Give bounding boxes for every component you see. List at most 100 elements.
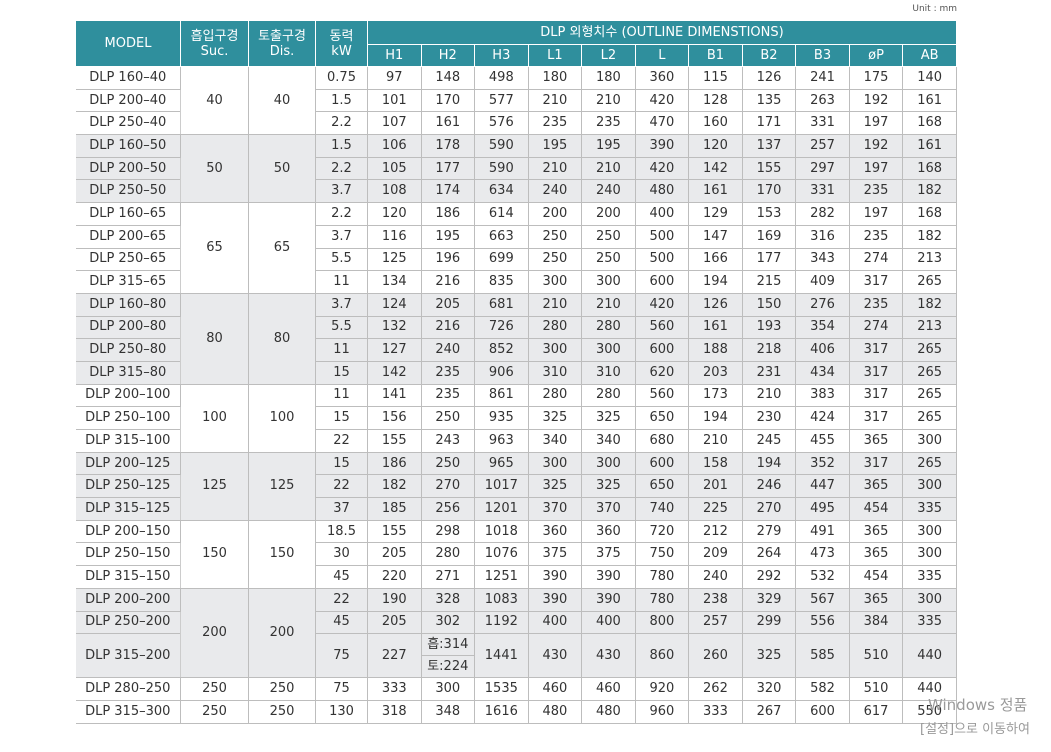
dim-cell: 835 — [474, 270, 529, 294]
dim-cell: 235 — [581, 111, 636, 136]
dim-cell: 352 — [795, 451, 850, 476]
dim-cell: 265 — [902, 270, 957, 294]
dim-cell: 142 — [688, 156, 743, 181]
dim-cell: 1192 — [474, 610, 529, 635]
power-cell: 5.5 — [315, 315, 368, 340]
dim-cell: 216 — [420, 315, 476, 340]
dim-cell: 480 — [634, 179, 690, 204]
dim-cell: 135 — [741, 88, 797, 113]
dim-cell: 225 — [688, 497, 743, 521]
dim-cell: 430 — [581, 633, 636, 679]
dim-cell: 200 — [527, 202, 583, 226]
dim-cell: 161 — [902, 134, 957, 158]
dim-cell: 963 — [474, 429, 529, 453]
dim-cell: 550 — [902, 699, 957, 724]
dim-cell: 197 — [848, 202, 904, 226]
dim-cell: 440 — [902, 633, 957, 679]
power-cell: 45 — [315, 610, 368, 635]
dim-cell: 300 — [902, 519, 957, 544]
header-cell: øP — [848, 44, 904, 67]
header-cell: B2 — [741, 44, 797, 67]
dim-cell: 177 — [741, 247, 797, 272]
dim-cell: 203 — [688, 360, 743, 385]
table-row: DLP 250–65 5.5 125 196 699 250 250 500 166 177 343… — [75, 247, 957, 272]
dim-cell: 186 — [367, 451, 422, 476]
dim-cell: 171 — [741, 111, 797, 136]
discharge-cell: 80 — [248, 292, 316, 385]
dim-cell: 390 — [581, 587, 636, 612]
dim-cell: 106 — [367, 134, 422, 158]
unit-note: Unit : mm — [912, 4, 957, 14]
dim-cell: 650 — [634, 474, 690, 499]
dim-cell: 177 — [420, 156, 476, 181]
dim-cell: 335 — [902, 610, 957, 635]
model-cell: DLP 200–50 — [75, 156, 181, 181]
power-cell: 15 — [315, 360, 368, 385]
dim-cell: 424 — [795, 406, 850, 430]
dim-cell: 192 — [848, 134, 904, 158]
dim-cell: 420 — [634, 292, 690, 317]
dim-cell: 235 — [420, 360, 476, 385]
dim-cell: 120 — [367, 202, 422, 226]
dim-cell: 498 — [474, 66, 529, 90]
model-cell: DLP 200–200 — [75, 587, 181, 612]
dim-cell: 134 — [367, 270, 422, 294]
dim-cell: 365 — [848, 542, 904, 567]
dim-cell: 250 — [420, 406, 476, 430]
dim-cell: 173 — [688, 383, 743, 408]
dim-cell: 590 — [474, 134, 529, 158]
dim-cell: 585 — [795, 633, 850, 679]
dim-cell: 335 — [902, 497, 957, 521]
dim-cell: 115 — [688, 66, 743, 90]
dim-cell: 263 — [795, 88, 850, 113]
dim-cell: 흡:314 토:224 — [420, 633, 476, 679]
dim-cell: 141 — [367, 383, 422, 408]
dim-cell: 510 — [848, 633, 904, 679]
dim-cell: 216 — [420, 270, 476, 294]
dim-cell: 155 — [367, 519, 422, 544]
model-cell: DLP 200–40 — [75, 88, 181, 113]
header-cell: B1 — [688, 44, 743, 67]
dim-cell: 142 — [367, 360, 422, 385]
header-text: kW — [331, 43, 352, 59]
dim-cell: 430 — [527, 633, 583, 679]
dim-cell: 383 — [795, 383, 850, 408]
dim-cell: 861 — [474, 383, 529, 408]
dim-cell: 320 — [741, 677, 797, 701]
dim-text: 토:224 — [427, 659, 469, 675]
dim-cell: 186 — [420, 202, 476, 226]
discharge-cell: 250 — [248, 677, 316, 701]
dim-cell: 282 — [795, 202, 850, 226]
suction-cell: 80 — [180, 292, 249, 385]
suction-cell: 250 — [180, 699, 249, 724]
dim-cell: 182 — [367, 474, 422, 499]
dim-cell: 235 — [848, 224, 904, 249]
dim-cell: 168 — [902, 111, 957, 136]
dim-cell: 200 — [581, 202, 636, 226]
table-row: DLP 315–100 22 155 243 963 340 340 680 210 245 455… — [75, 429, 957, 453]
dim-cell: 201 — [688, 474, 743, 499]
dim-cell: 107 — [367, 111, 422, 136]
header-cell: L — [634, 44, 690, 67]
dim-cell: 108 — [367, 179, 422, 204]
dim-cell: 265 — [902, 406, 957, 430]
suction-cell: 40 — [180, 65, 249, 136]
dim-cell: 231 — [741, 360, 797, 385]
dim-cell: 182 — [902, 179, 957, 204]
dim-cell: 317 — [848, 406, 904, 430]
dim-cell: 193 — [741, 315, 797, 340]
dim-cell: 298 — [420, 519, 476, 544]
power-cell: 45 — [315, 565, 368, 589]
model-cell: DLP 315–125 — [75, 497, 181, 521]
dim-cell: 620 — [634, 360, 690, 385]
dim-cell: 325 — [527, 406, 583, 430]
dim-cell: 390 — [581, 565, 636, 589]
dim-cell: 227 — [367, 633, 422, 679]
power-cell: 15 — [315, 406, 368, 430]
dim-cell: 454 — [848, 565, 904, 589]
dim-cell: 160 — [688, 111, 743, 136]
dim-cell: 297 — [795, 156, 850, 181]
dim-cell: 333 — [367, 677, 422, 701]
dim-cell: 317 — [848, 451, 904, 476]
dim-cell: 556 — [795, 610, 850, 635]
